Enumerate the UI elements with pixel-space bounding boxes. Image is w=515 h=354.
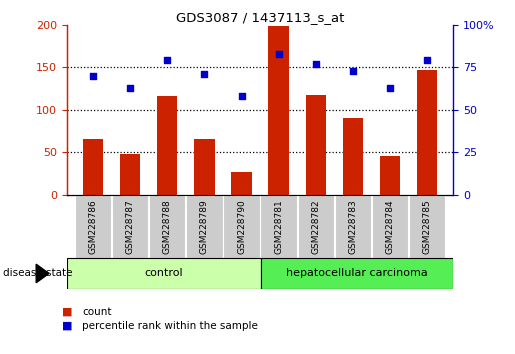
Point	[312, 61, 320, 67]
Text: hepatocellular carcinoma: hepatocellular carcinoma	[286, 268, 428, 279]
Point	[126, 85, 134, 91]
Bar	[417, 70, 437, 195]
Text: ■: ■	[62, 307, 72, 316]
Bar	[186, 195, 222, 258]
Bar	[261, 258, 453, 289]
Point	[237, 93, 246, 99]
Bar	[83, 139, 103, 195]
Text: GSM228784: GSM228784	[386, 199, 394, 254]
Text: GSM228787: GSM228787	[126, 199, 134, 254]
Text: count: count	[82, 307, 112, 316]
Bar	[342, 118, 363, 195]
Point	[200, 71, 209, 77]
Text: percentile rank within the sample: percentile rank within the sample	[82, 321, 259, 331]
Bar	[157, 96, 178, 195]
Point	[386, 85, 394, 91]
Bar	[224, 195, 260, 258]
Text: disease state: disease state	[3, 268, 72, 279]
Point	[163, 58, 171, 63]
Bar	[298, 195, 334, 258]
Text: GSM228790: GSM228790	[237, 199, 246, 254]
Text: GSM228782: GSM228782	[311, 199, 320, 254]
Bar	[194, 139, 215, 195]
Text: GSM228781: GSM228781	[274, 199, 283, 254]
Bar	[409, 195, 445, 258]
Bar	[335, 195, 371, 258]
Bar	[67, 258, 261, 289]
Text: GSM228786: GSM228786	[89, 199, 97, 254]
Bar	[231, 172, 252, 195]
Bar	[261, 195, 297, 258]
Bar	[112, 195, 148, 258]
Bar	[268, 27, 289, 195]
Polygon shape	[36, 264, 49, 283]
Text: GSM228783: GSM228783	[349, 199, 357, 254]
Bar	[149, 195, 185, 258]
Bar	[75, 195, 111, 258]
Point	[349, 68, 357, 74]
Point	[423, 58, 432, 63]
Text: control: control	[145, 268, 183, 279]
Bar	[305, 95, 326, 195]
Bar	[380, 156, 400, 195]
Point	[274, 51, 283, 57]
Point	[89, 73, 97, 79]
Bar	[120, 154, 140, 195]
Text: GSM228785: GSM228785	[423, 199, 432, 254]
Bar	[372, 195, 408, 258]
Title: GDS3087 / 1437113_s_at: GDS3087 / 1437113_s_at	[176, 11, 344, 24]
Text: GSM228789: GSM228789	[200, 199, 209, 254]
Text: ■: ■	[62, 321, 72, 331]
Text: GSM228788: GSM228788	[163, 199, 171, 254]
